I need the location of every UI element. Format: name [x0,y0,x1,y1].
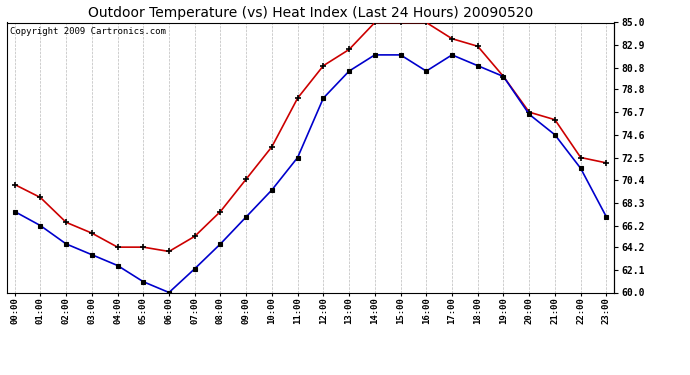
Text: Copyright 2009 Cartronics.com: Copyright 2009 Cartronics.com [10,27,166,36]
Text: Outdoor Temperature (vs) Heat Index (Last 24 Hours) 20090520: Outdoor Temperature (vs) Heat Index (Las… [88,6,533,20]
